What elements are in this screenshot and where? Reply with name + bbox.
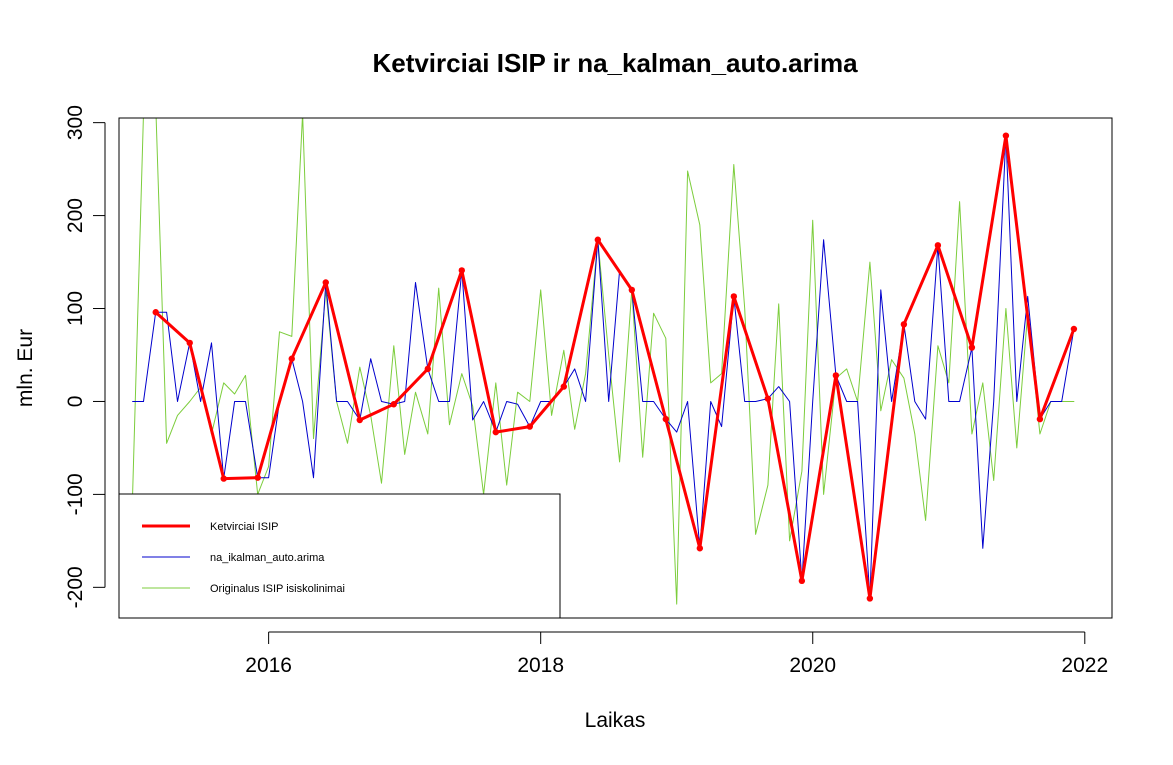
- legend-box: [118, 493, 561, 619]
- x-axis-label: Laikas: [585, 709, 646, 732]
- series-point-0-13: [594, 236, 602, 243]
- series-point-0-2: [220, 475, 227, 482]
- series-point-0-4: [288, 355, 295, 362]
- axes-layer: 2016 2018 2020 2022 -200 -100 0 100 200 300: [64, 105, 1108, 677]
- y-tick-label-300: 300: [64, 105, 87, 140]
- series-point-0-7: [390, 401, 397, 408]
- series-point-0-17: [730, 293, 738, 300]
- series-point-0-1: [186, 339, 193, 347]
- series-point-0-26: [1036, 415, 1044, 423]
- series-point-0-9: [458, 267, 465, 274]
- series-point-0-21: [866, 595, 874, 602]
- legend-label-original: Originalus ISIP isiskolinimai: [210, 583, 345, 595]
- series-point-0-22: [900, 321, 908, 328]
- y-tick-label--200: -200: [64, 566, 87, 608]
- legend-label-kalman: na_ikalman_auto.arima: [210, 552, 325, 564]
- series-point-0-11: [526, 423, 534, 430]
- series-point-0-12: [560, 383, 568, 390]
- y-tick-label-0: 0: [64, 396, 87, 408]
- chart-title: Ketvirciai ISIP ir na_kalman_auto.arima: [372, 48, 858, 78]
- y-tick-label-200: 200: [64, 198, 87, 233]
- series-point-0-20: [832, 372, 840, 379]
- x-tick-label-2022: 2022: [1061, 654, 1108, 677]
- series-point-0-14: [628, 286, 636, 294]
- series-point-0-23: [934, 242, 942, 249]
- y-tick-label--100: -100: [64, 473, 87, 515]
- x-tick-label-2016: 2016: [245, 654, 292, 677]
- x-tick-label-2020: 2020: [789, 654, 836, 677]
- legend-label-ketvirciai: Ketvirciai ISIP: [210, 521, 278, 533]
- series-point-0-0: [152, 309, 159, 316]
- series-line-0: [154, 134, 1076, 600]
- series-layer: [132, 118, 1078, 605]
- y-axis-label: mln. Eur: [14, 329, 37, 407]
- series-point-0-27: [1070, 325, 1078, 333]
- series-point-0-5: [322, 279, 329, 286]
- series-point-0-19: [798, 577, 806, 585]
- plot-frame: [118, 117, 1113, 619]
- series-point-0-18: [764, 395, 772, 402]
- series-point-0-3: [254, 474, 261, 481]
- series-point-0-25: [1002, 132, 1010, 139]
- series-point-0-16: [696, 545, 704, 552]
- series-point-0-8: [424, 365, 431, 373]
- legend: Ketvirciai ISIP na_ikalman_auto.arima Or…: [118, 493, 561, 619]
- x-tick-label-2018: 2018: [517, 654, 564, 677]
- series-point-0-10: [492, 428, 499, 436]
- series-point-0-24: [968, 344, 976, 351]
- series-point-0-6: [356, 416, 363, 424]
- y-tick-label-100: 100: [64, 291, 87, 326]
- series-point-0-15: [662, 415, 670, 423]
- series-line-2: [132, 118, 1075, 605]
